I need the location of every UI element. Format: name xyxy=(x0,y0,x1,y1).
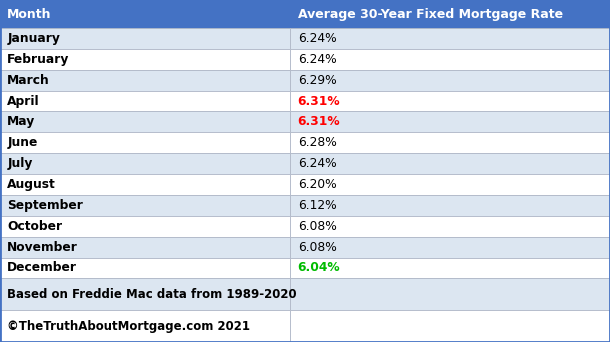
Text: 6.24%: 6.24% xyxy=(298,32,336,45)
Bar xyxy=(0,28,290,49)
Text: 6.20%: 6.20% xyxy=(298,178,336,191)
Text: 6.24%: 6.24% xyxy=(298,157,336,170)
Text: February: February xyxy=(7,53,70,66)
Bar xyxy=(0,237,290,258)
Text: 6.04%: 6.04% xyxy=(298,261,340,275)
Text: Based on Freddie Mac data from 1989-2020: Based on Freddie Mac data from 1989-2020 xyxy=(7,288,297,301)
Bar xyxy=(290,28,610,49)
Bar xyxy=(290,174,610,195)
Bar xyxy=(0,132,290,153)
Text: November: November xyxy=(7,240,78,254)
Bar xyxy=(0,49,290,70)
Bar xyxy=(0,195,290,216)
Bar xyxy=(0,91,290,111)
Text: 6.29%: 6.29% xyxy=(298,74,336,87)
Text: July: July xyxy=(7,157,33,170)
Bar xyxy=(290,111,610,132)
Text: 6.08%: 6.08% xyxy=(298,240,337,254)
Bar xyxy=(290,153,610,174)
Bar xyxy=(290,49,610,70)
Bar xyxy=(290,310,610,342)
Text: December: December xyxy=(7,261,77,275)
Text: Average 30-Year Fixed Mortgage Rate: Average 30-Year Fixed Mortgage Rate xyxy=(298,8,563,21)
Text: Month: Month xyxy=(7,8,52,21)
Bar xyxy=(0,174,290,195)
Text: ©TheTruthAboutMortgage.com 2021: ©TheTruthAboutMortgage.com 2021 xyxy=(7,319,250,333)
Text: March: March xyxy=(7,74,50,87)
Bar xyxy=(290,237,610,258)
Bar xyxy=(290,278,610,310)
Bar xyxy=(0,278,290,310)
Bar xyxy=(0,111,290,132)
Text: 6.24%: 6.24% xyxy=(298,53,336,66)
Text: January: January xyxy=(7,32,60,45)
Text: September: September xyxy=(7,199,83,212)
Text: October: October xyxy=(7,220,62,233)
Text: August: August xyxy=(7,178,56,191)
Text: May: May xyxy=(7,115,35,129)
Bar xyxy=(290,132,610,153)
Text: 6.31%: 6.31% xyxy=(298,94,340,108)
Bar xyxy=(0,258,290,278)
Bar xyxy=(290,258,610,278)
Bar xyxy=(0,0,290,28)
Text: 6.28%: 6.28% xyxy=(298,136,337,149)
Bar xyxy=(290,0,610,28)
Bar xyxy=(290,195,610,216)
Bar xyxy=(290,91,610,111)
Bar xyxy=(290,216,610,237)
Bar xyxy=(290,70,610,91)
Bar xyxy=(0,153,290,174)
Bar xyxy=(0,216,290,237)
Text: 6.08%: 6.08% xyxy=(298,220,337,233)
Text: 6.12%: 6.12% xyxy=(298,199,336,212)
Bar xyxy=(0,310,290,342)
Text: April: April xyxy=(7,94,40,108)
Text: 6.31%: 6.31% xyxy=(298,115,340,129)
Bar xyxy=(0,70,290,91)
Text: June: June xyxy=(7,136,38,149)
